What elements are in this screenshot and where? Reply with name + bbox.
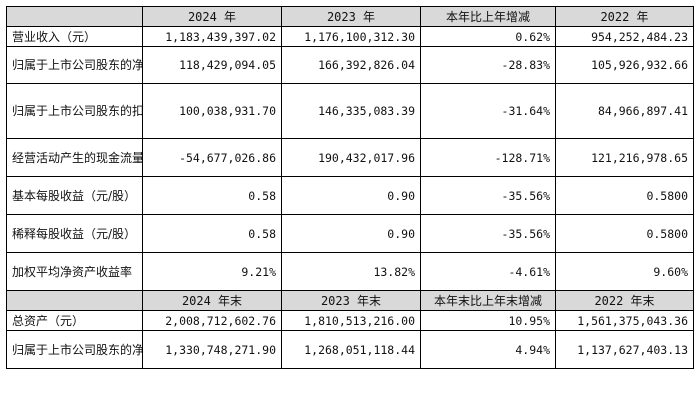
- value-2022: 1,561,375,043.36: [555, 310, 694, 331]
- value-2024: 118,429,094.05: [142, 46, 282, 84]
- header-cell-2023: 2023 年: [281, 6, 421, 27]
- header-cell-change-end: 本年末比上年末增减: [420, 290, 556, 311]
- value-change: -128.71%: [420, 138, 556, 177]
- value-2024: 1,183,439,397.02: [142, 26, 282, 47]
- value-change: -31.64%: [420, 83, 556, 139]
- row-label: 经营活动产生的现金流量净额（元）: [6, 138, 143, 177]
- header-cell-blank: [6, 290, 143, 311]
- value-2022: 84,966,897.41: [555, 83, 694, 139]
- row-label: 加权平均净资产收益率: [6, 252, 143, 291]
- value-2023: 0.90: [281, 176, 421, 215]
- value-2023: 166,392,826.04: [281, 46, 421, 84]
- row-label: 总资产（元）: [6, 310, 143, 331]
- value-2023: 0.90: [281, 214, 421, 253]
- value-2022: 954,252,484.23: [555, 26, 694, 47]
- table-row: 基本每股收益（元/股） 0.58 0.90 -35.56% 0.5800: [6, 176, 694, 215]
- header-cell-blank: [6, 6, 143, 27]
- value-change: 0.62%: [420, 26, 556, 47]
- header-cell-2023-end: 2023 年末: [281, 290, 421, 311]
- row-label: 归属于上市公司股东的扣除非经常性损益的净利润（元）: [6, 83, 143, 139]
- table-row: 归属于上市公司股东的净资产（元） 1,330,748,271.90 1,268,…: [6, 330, 694, 369]
- financial-table: 2024 年 2023 年 本年比上年增减 2022 年 营业收入（元） 1,1…: [6, 6, 694, 369]
- table-row: 稀释每股收益（元/股） 0.58 0.90 -35.56% 0.5800: [6, 214, 694, 253]
- value-2022: 1,137,627,403.13: [555, 330, 694, 369]
- row-label: 归属于上市公司股东的净利润（元）: [6, 46, 143, 84]
- header-cell-change: 本年比上年增减: [420, 6, 556, 27]
- row-label: 稀释每股收益（元/股）: [6, 214, 143, 253]
- header-row: 2024 年 2023 年 本年比上年增减 2022 年: [6, 6, 694, 27]
- value-2024: 2,008,712,602.76: [142, 310, 282, 331]
- value-2022: 121,216,978.65: [555, 138, 694, 177]
- value-2024: 9.21%: [142, 252, 282, 291]
- value-2022: 105,926,932.66: [555, 46, 694, 84]
- value-2024: 1,330,748,271.90: [142, 330, 282, 369]
- row-label: 基本每股收益（元/股）: [6, 176, 143, 215]
- table-row: 加权平均净资产收益率 9.21% 13.82% -4.61% 9.60%: [6, 252, 694, 291]
- header-cell-2022-end: 2022 年末: [555, 290, 694, 311]
- value-2024: 100,038,931.70: [142, 83, 282, 139]
- value-2023: 1,810,513,216.00: [281, 310, 421, 331]
- row-label: 归属于上市公司股东的净资产（元）: [6, 330, 143, 369]
- table-row: 归属于上市公司股东的净利润（元） 118,429,094.05 166,392,…: [6, 46, 694, 84]
- value-change: 10.95%: [420, 310, 556, 331]
- value-2022: 9.60%: [555, 252, 694, 291]
- row-label: 营业收入（元）: [6, 26, 143, 47]
- table-row: 营业收入（元） 1,183,439,397.02 1,176,100,312.3…: [6, 26, 694, 47]
- table-row: 归属于上市公司股东的扣除非经常性损益的净利润（元） 100,038,931.70…: [6, 83, 694, 139]
- value-change: -35.56%: [420, 214, 556, 253]
- value-change: -28.83%: [420, 46, 556, 84]
- value-2022: 0.5800: [555, 214, 694, 253]
- value-change: 4.94%: [420, 330, 556, 369]
- value-2024: -54,677,026.86: [142, 138, 282, 177]
- value-change: -4.61%: [420, 252, 556, 291]
- table-row: 总资产（元） 2,008,712,602.76 1,810,513,216.00…: [6, 310, 694, 331]
- value-2023: 1,268,051,118.44: [281, 330, 421, 369]
- value-2023: 1,176,100,312.30: [281, 26, 421, 47]
- value-change: -35.56%: [420, 176, 556, 215]
- header-cell-2024-end: 2024 年末: [142, 290, 282, 311]
- value-2023: 13.82%: [281, 252, 421, 291]
- header-cell-2024: 2024 年: [142, 6, 282, 27]
- value-2024: 0.58: [142, 214, 282, 253]
- table-row: 经营活动产生的现金流量净额（元） -54,677,026.86 190,432,…: [6, 138, 694, 177]
- value-2023: 190,432,017.96: [281, 138, 421, 177]
- value-2023: 146,335,083.39: [281, 83, 421, 139]
- value-2024: 0.58: [142, 176, 282, 215]
- header-cell-2022: 2022 年: [555, 6, 694, 27]
- header-row: 2024 年末 2023 年末 本年末比上年末增减 2022 年末: [6, 290, 694, 311]
- value-2022: 0.5800: [555, 176, 694, 215]
